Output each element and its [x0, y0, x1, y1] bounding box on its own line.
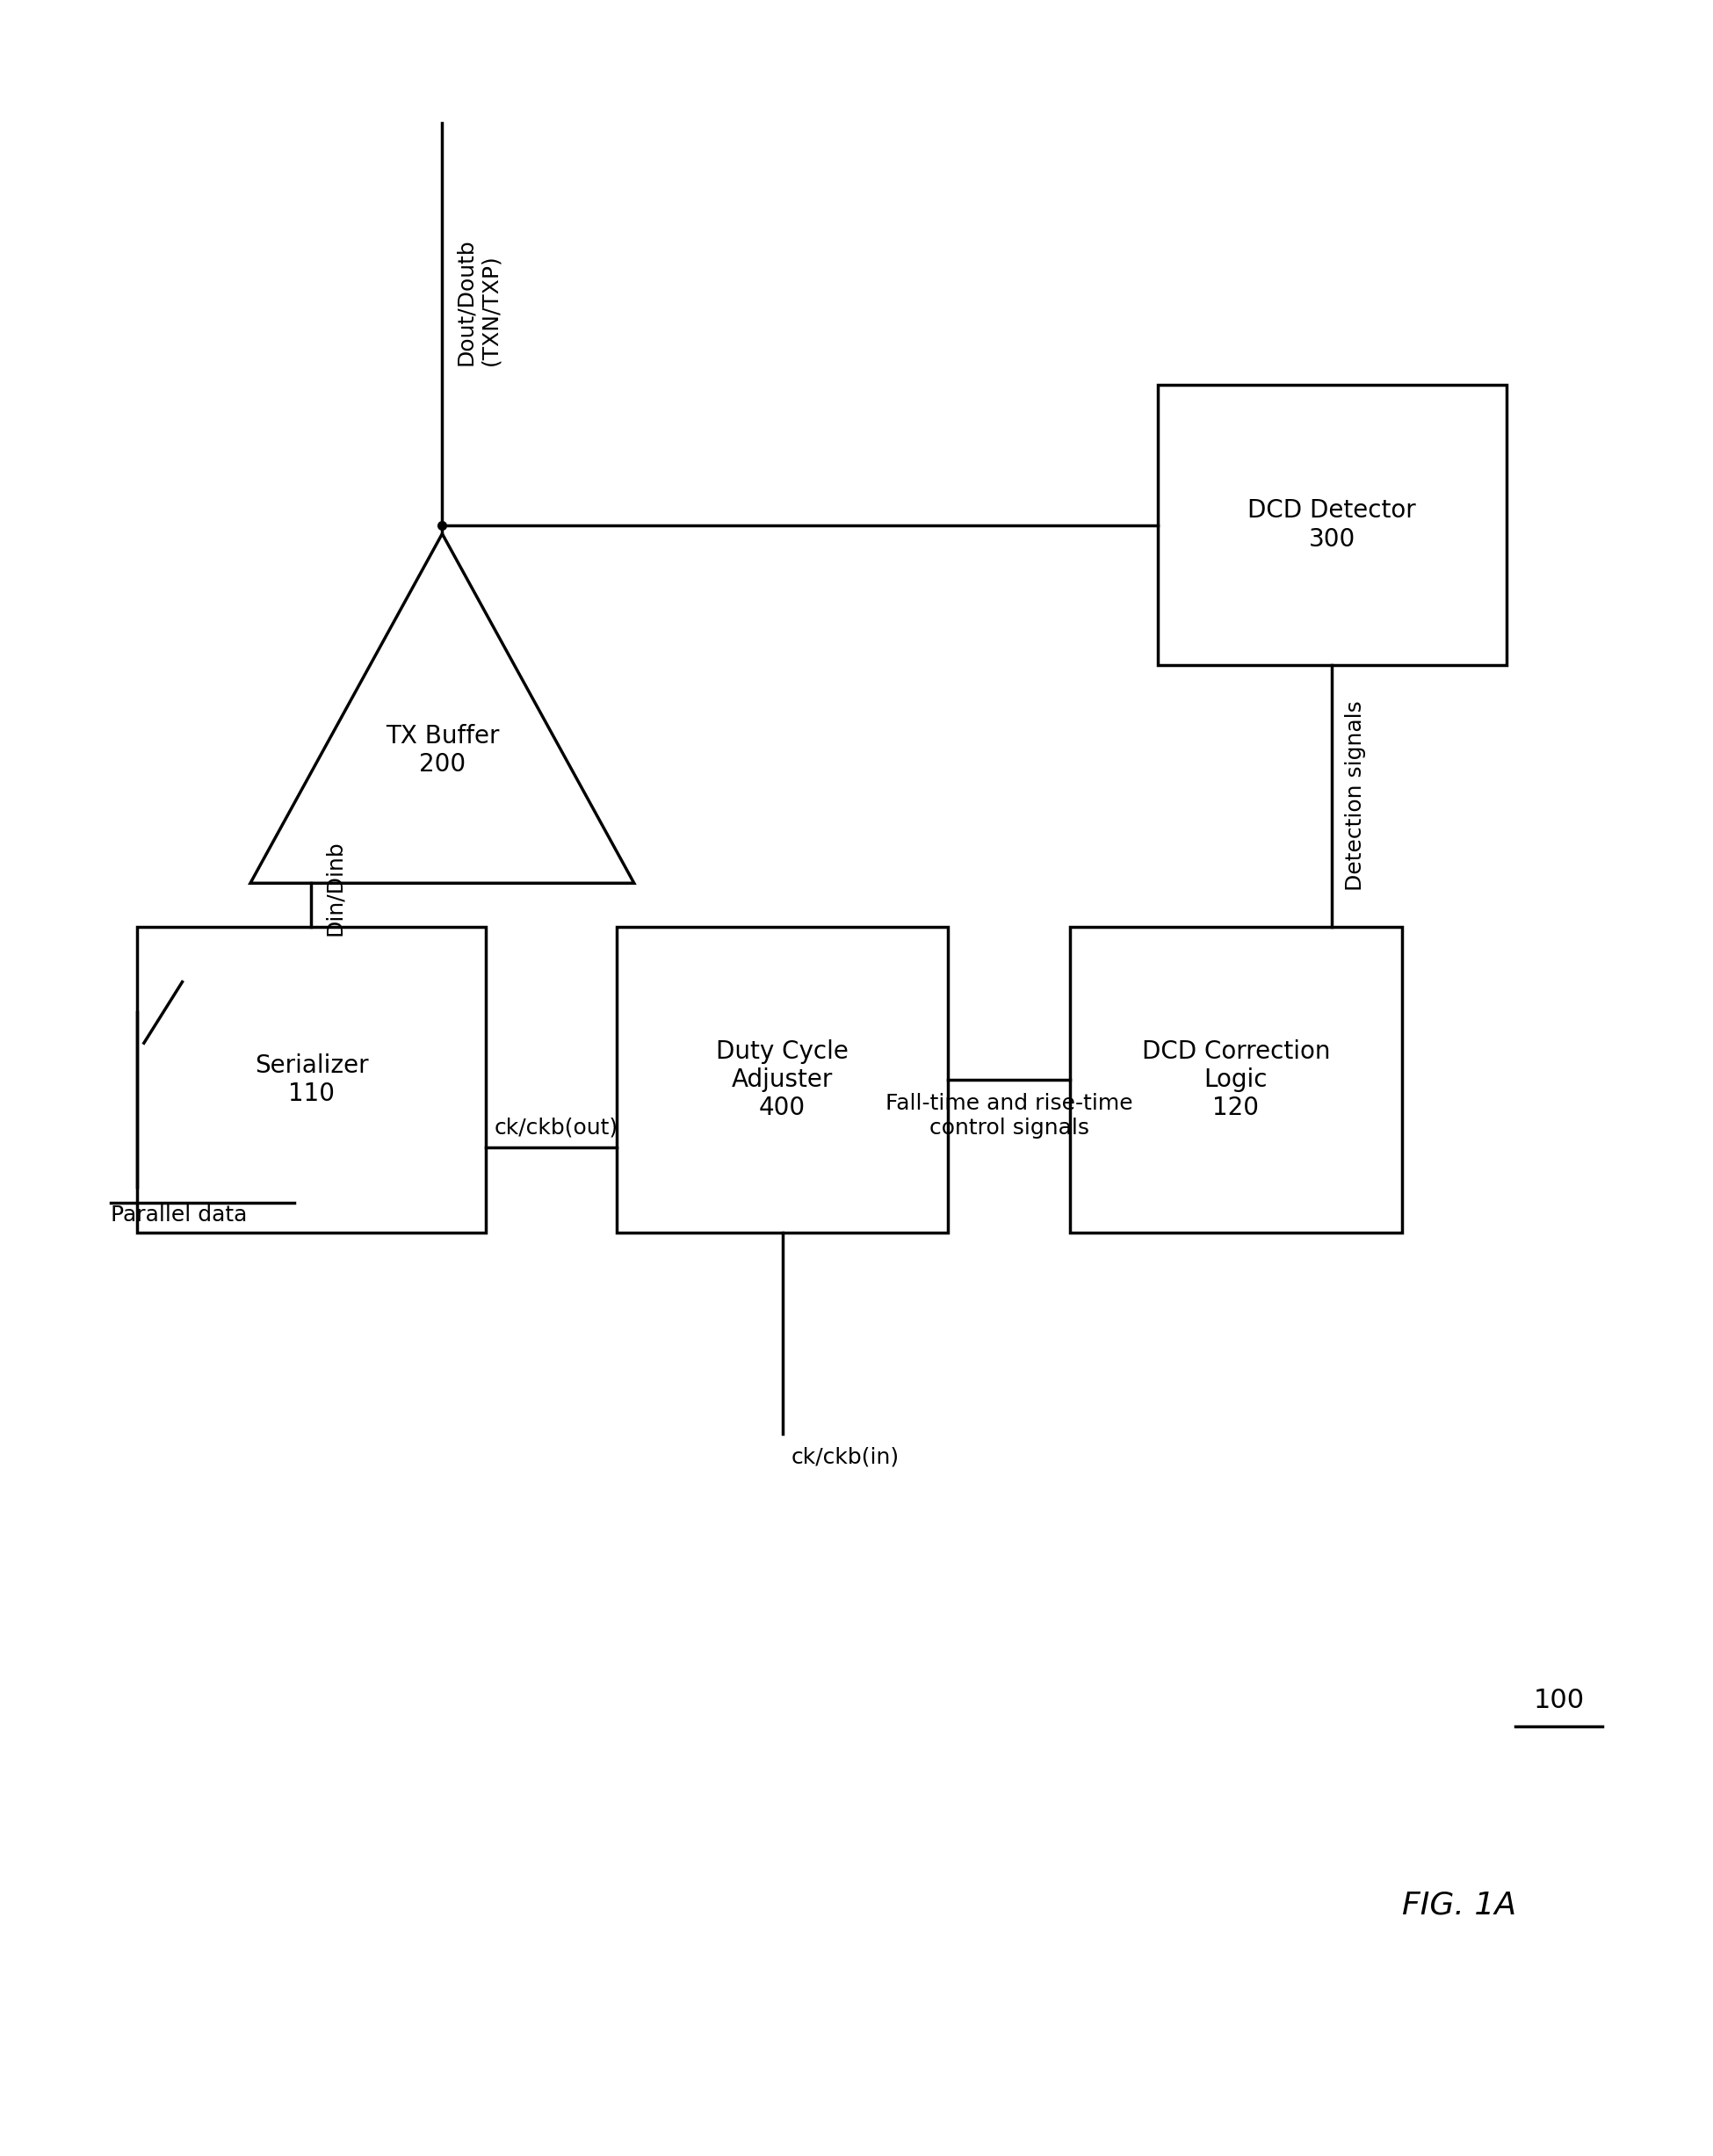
Text: DCD Correction
Logic
120: DCD Correction Logic 120 — [1141, 1039, 1329, 1121]
Bar — [1158, 386, 1506, 664]
Text: 100: 100 — [1533, 1688, 1585, 1714]
Text: Duty Cycle
Adjuster
400: Duty Cycle Adjuster 400 — [716, 1039, 848, 1121]
Bar — [137, 927, 486, 1233]
Text: FIG. 1A: FIG. 1A — [1401, 1891, 1516, 1921]
Text: ck/ckb(in): ck/ckb(in) — [791, 1447, 899, 1468]
Text: Detection signals: Detection signals — [1345, 701, 1365, 890]
Polygon shape — [250, 535, 634, 884]
Text: Dout/Doutb
(TXN/TXP): Dout/Doutb (TXN/TXP) — [456, 239, 500, 367]
Text: Parallel data: Parallel data — [111, 1205, 247, 1227]
Text: Din/Dinb: Din/Dinb — [324, 841, 346, 936]
Text: ck/ckb(out): ck/ckb(out) — [495, 1117, 618, 1138]
Text: TX Buffer
200: TX Buffer 200 — [385, 724, 498, 776]
Text: Fall-time and rise-time
control signals: Fall-time and rise-time control signals — [886, 1093, 1132, 1138]
Text: DCD Detector
300: DCD Detector 300 — [1247, 498, 1417, 552]
Text: Serializer
110: Serializer 110 — [255, 1054, 368, 1106]
Bar — [617, 927, 947, 1233]
Bar — [1071, 927, 1401, 1233]
